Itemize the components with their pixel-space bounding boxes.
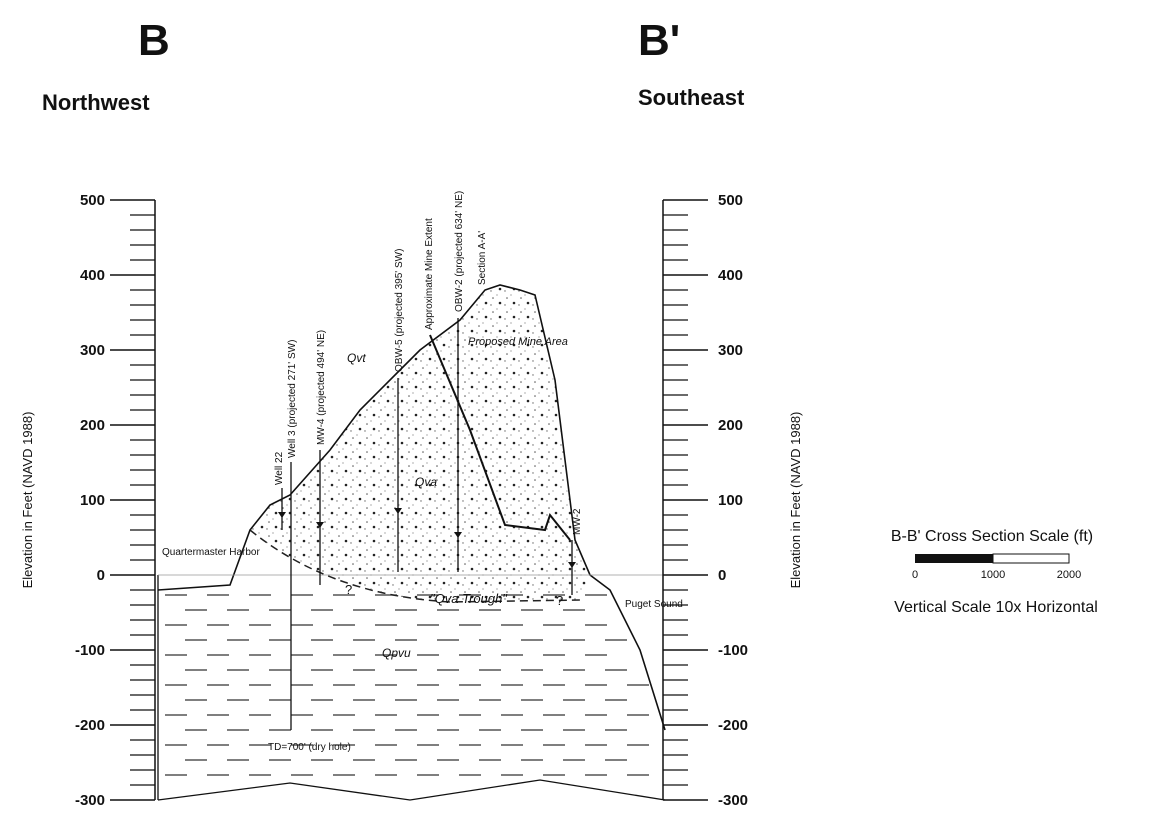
tick-label: 400 bbox=[718, 267, 743, 284]
direction: Northwest bbox=[42, 90, 150, 115]
ground-surface bbox=[157, 284, 666, 731]
scale-bar bbox=[915, 554, 993, 563]
tick-label: 300 bbox=[718, 342, 743, 359]
water-level bbox=[278, 512, 286, 518]
tick-label: 500 bbox=[718, 192, 743, 209]
scale-note: Vertical Scale 10x Horizontal bbox=[894, 599, 1098, 616]
section-base bbox=[157, 779, 666, 801]
tick-label: 400 bbox=[80, 267, 105, 284]
tick-label: 100 bbox=[718, 492, 743, 509]
axis-title: Elevation in Feet (NAVD 1988) bbox=[20, 412, 35, 589]
scale-tick: 0 bbox=[912, 569, 918, 581]
tick-label: 200 bbox=[80, 417, 105, 434]
tick-label: -300 bbox=[75, 792, 105, 809]
tick-label: 300 bbox=[80, 342, 105, 359]
tick-label: -200 bbox=[718, 717, 748, 734]
scale-tick: 1000 bbox=[981, 569, 1005, 581]
tick-label: -100 bbox=[718, 642, 748, 659]
qva-unit bbox=[250, 285, 590, 602]
tick-label: 500 bbox=[80, 192, 105, 209]
trough-boundary bbox=[249, 529, 581, 603]
mine-area-label: Proposed Mine Area bbox=[468, 336, 568, 348]
well-label: Well 3 (projected 271' SW) bbox=[287, 340, 298, 458]
water-level bbox=[316, 522, 324, 528]
scale-bar bbox=[992, 553, 1070, 564]
axis-title: Elevation in Feet (NAVD 1988) bbox=[788, 412, 803, 589]
scale-title: B-B' Cross Section Scale (ft) bbox=[891, 528, 1093, 545]
scale-tick: 2000 bbox=[1057, 569, 1081, 581]
wells bbox=[281, 318, 573, 730]
unit-label: Qva bbox=[415, 475, 437, 489]
well-label: MW-4 (projected 494' NE) bbox=[316, 330, 327, 445]
sound-label: Puget Sound bbox=[625, 599, 683, 610]
tick-label: 0 bbox=[718, 567, 726, 584]
water-level bbox=[568, 562, 576, 568]
tick-label: -300 bbox=[718, 792, 748, 809]
tick-label: -200 bbox=[75, 717, 105, 734]
qpvu-unit bbox=[158, 530, 665, 800]
well-label: Well 22 bbox=[274, 451, 285, 485]
td-label: TD=700' (dry hole) bbox=[268, 742, 351, 753]
qpvu-dashes bbox=[165, 594, 649, 776]
water-level bbox=[454, 532, 462, 538]
mine-extent bbox=[429, 334, 571, 541]
tick-label: 100 bbox=[80, 492, 105, 509]
well-label: OBW-5 (projected 395' SW) bbox=[394, 249, 405, 372]
tick-label: -100 bbox=[75, 642, 105, 659]
unit-label: Qpvu bbox=[382, 646, 411, 660]
question: ? bbox=[556, 593, 563, 608]
question: ? bbox=[345, 582, 352, 597]
section-letter: B' bbox=[638, 16, 680, 65]
water-level bbox=[394, 508, 402, 514]
section-letter: B bbox=[138, 16, 170, 65]
unit-label: Qvt bbox=[347, 351, 366, 365]
well-label: OBW-2 (projected 634' NE) bbox=[454, 191, 465, 312]
tick-label: 200 bbox=[718, 417, 743, 434]
harbor-label: Quartermaster Harbor bbox=[162, 547, 260, 558]
direction: Southeast bbox=[638, 85, 745, 110]
well-label: MW-2 bbox=[572, 508, 583, 535]
tick-label: 0 bbox=[97, 567, 105, 584]
trough-label: "Qva Trough" bbox=[430, 591, 508, 606]
well-label: Section A-A' bbox=[477, 231, 488, 285]
well-label: Approximate Mine Extent bbox=[424, 218, 435, 330]
